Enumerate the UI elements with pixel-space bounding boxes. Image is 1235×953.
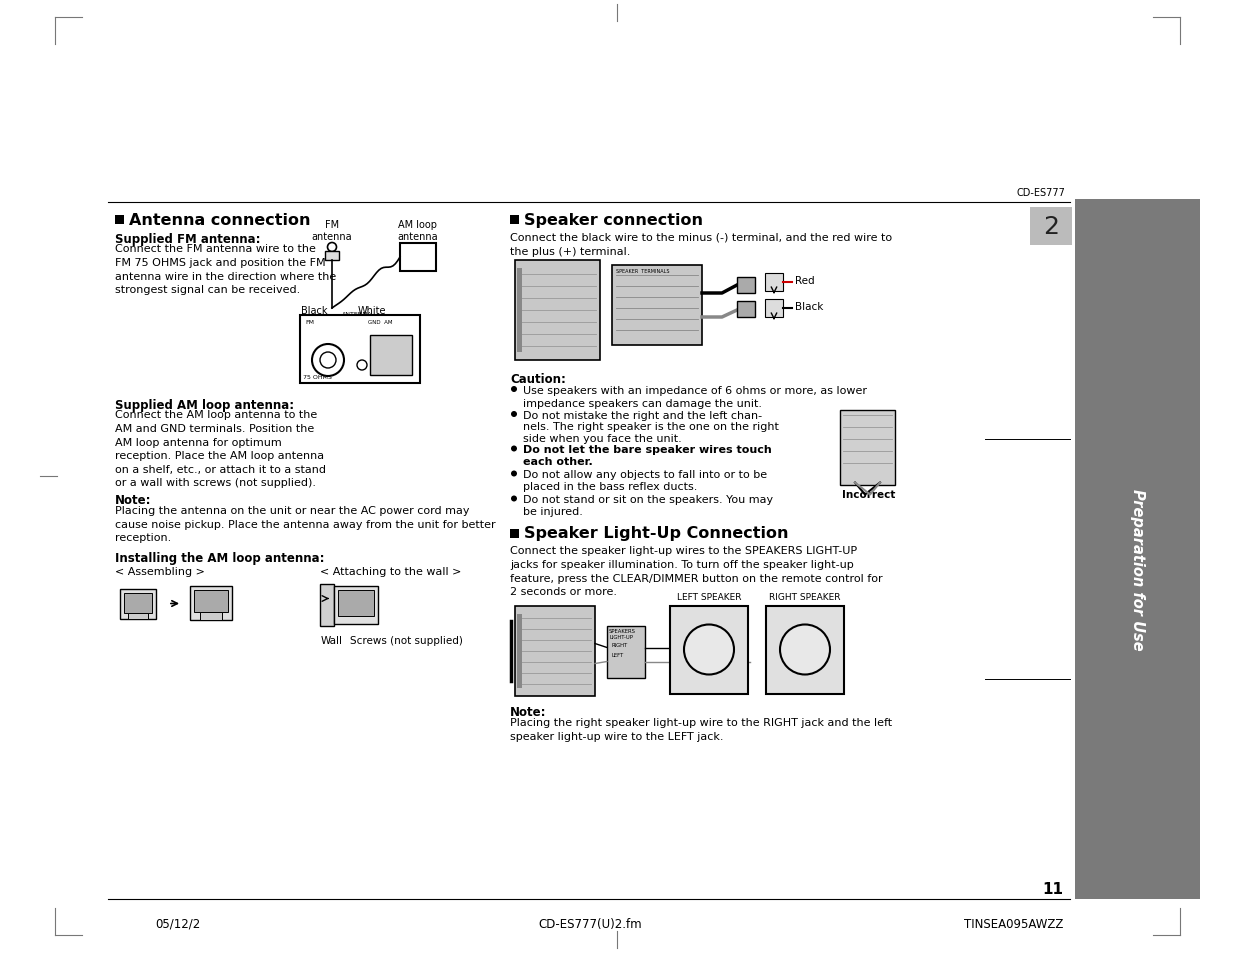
Text: Antenna connection: Antenna connection <box>128 213 310 228</box>
Text: < Attaching to the wall >: < Attaching to the wall > <box>320 567 462 577</box>
Text: Supplied FM antenna:: Supplied FM antenna: <box>115 233 261 246</box>
Text: Preparation for Use: Preparation for Use <box>1130 489 1145 650</box>
Bar <box>764 299 783 317</box>
Text: CD-ES777: CD-ES777 <box>1016 188 1065 198</box>
Bar <box>338 590 374 616</box>
Bar <box>124 593 152 613</box>
Bar <box>517 614 522 688</box>
Bar <box>840 410 895 485</box>
Bar <box>194 590 228 612</box>
Text: TINSEA095AWZZ: TINSEA095AWZZ <box>963 917 1063 930</box>
Text: Placing the right speaker light-up wire to the RIGHT jack and the left
speaker l: Placing the right speaker light-up wire … <box>510 718 892 740</box>
Bar <box>1030 208 1072 246</box>
Circle shape <box>327 243 336 253</box>
Bar <box>766 606 844 694</box>
Text: Do not stand or sit on the speakers. You may: Do not stand or sit on the speakers. You… <box>522 495 773 505</box>
Bar <box>400 244 436 272</box>
Text: Black: Black <box>795 302 824 312</box>
Text: Connect the speaker light-up wires to the SPEAKERS LIGHT-UP
jacks for speaker il: Connect the speaker light-up wires to th… <box>510 546 883 597</box>
Text: CD-ES777(U)2.fm: CD-ES777(U)2.fm <box>538 917 642 930</box>
Text: Speaker connection: Speaker connection <box>524 213 703 228</box>
Text: < Assembling >: < Assembling > <box>115 567 205 577</box>
Circle shape <box>320 353 336 369</box>
Text: LEFT SPEAKER: LEFT SPEAKER <box>677 593 741 602</box>
Text: LEFT: LEFT <box>613 653 624 658</box>
Text: Connect the black wire to the minus (-) terminal, and the red wire to
the plus (: Connect the black wire to the minus (-) … <box>510 233 892 256</box>
Text: Do not allow any objects to fall into or to be: Do not allow any objects to fall into or… <box>522 470 767 480</box>
Bar <box>613 266 701 346</box>
Bar <box>517 269 522 353</box>
Bar <box>737 302 755 317</box>
Bar <box>200 612 222 619</box>
Text: Black: Black <box>301 306 329 315</box>
Text: FM: FM <box>305 319 314 325</box>
Text: Do not let the bare speaker wires touch: Do not let the bare speaker wires touch <box>522 445 772 455</box>
Text: placed in the bass reflex ducts.: placed in the bass reflex ducts. <box>522 481 698 492</box>
Circle shape <box>511 496 517 502</box>
Text: White: White <box>358 306 387 315</box>
Text: ANTENNA: ANTENNA <box>342 312 373 316</box>
Bar <box>764 274 783 292</box>
Circle shape <box>511 387 517 393</box>
Text: Note:: Note: <box>510 706 547 719</box>
Circle shape <box>684 625 734 675</box>
Text: each other.: each other. <box>522 456 593 467</box>
Text: Caution:: Caution: <box>510 373 566 386</box>
Bar <box>510 215 519 225</box>
Text: 05/12/2: 05/12/2 <box>156 917 200 930</box>
Circle shape <box>781 625 830 675</box>
Text: 75 OHMS: 75 OHMS <box>303 375 332 379</box>
Bar <box>128 613 148 618</box>
Text: Connect the AM loop antenna to the
AM and GND terminals. Position the
AM loop an: Connect the AM loop antenna to the AM an… <box>115 410 326 488</box>
Bar <box>320 584 333 626</box>
Text: RIGHT SPEAKER: RIGHT SPEAKER <box>769 593 841 602</box>
Text: FM
antenna: FM antenna <box>311 220 352 242</box>
Text: nels. The right speaker is the one on the right: nels. The right speaker is the one on th… <box>522 422 779 432</box>
Bar <box>115 215 124 225</box>
Text: side when you face the unit.: side when you face the unit. <box>522 434 682 443</box>
Bar <box>325 252 338 261</box>
Bar <box>300 315 420 384</box>
Bar <box>737 277 755 294</box>
Text: be injured.: be injured. <box>522 506 583 517</box>
Bar <box>120 589 156 618</box>
Text: 2: 2 <box>1044 214 1058 239</box>
Text: GND  AM: GND AM <box>368 319 393 325</box>
Bar <box>515 606 595 696</box>
Bar <box>1074 200 1200 899</box>
Text: LIGHT-UP: LIGHT-UP <box>609 635 632 639</box>
Text: Note:: Note: <box>115 494 152 507</box>
Text: Use speakers with an impedance of 6 ohms or more, as lower
impedance speakers ca: Use speakers with an impedance of 6 ohms… <box>522 386 867 409</box>
Circle shape <box>511 471 517 477</box>
Text: Installing the AM loop antenna:: Installing the AM loop antenna: <box>115 552 325 564</box>
Text: Incorrect: Incorrect <box>842 490 895 500</box>
Circle shape <box>357 360 367 371</box>
Text: Red: Red <box>795 275 815 286</box>
Text: Speaker Light-Up Connection: Speaker Light-Up Connection <box>524 526 788 541</box>
Text: RIGHT: RIGHT <box>613 643 629 648</box>
Bar <box>515 261 600 360</box>
Bar <box>190 586 232 619</box>
Text: Do not mistake the right and the left chan-: Do not mistake the right and the left ch… <box>522 411 762 420</box>
Text: Connect the FM antenna wire to the
FM 75 OHMS jack and position the FM
antenna w: Connect the FM antenna wire to the FM 75… <box>115 244 336 295</box>
Text: SPEAKERS: SPEAKERS <box>609 629 636 634</box>
Bar <box>671 606 748 694</box>
Text: Screws (not supplied): Screws (not supplied) <box>350 636 463 646</box>
Bar <box>606 626 645 678</box>
Text: Supplied AM loop antenna:: Supplied AM loop antenna: <box>115 398 294 412</box>
Circle shape <box>511 412 517 417</box>
Text: AM loop
antenna: AM loop antenna <box>398 220 438 242</box>
Text: Wall: Wall <box>321 636 343 646</box>
Bar <box>370 335 412 375</box>
Text: Placing the antenna on the unit or near the AC power cord may
cause noise pickup: Placing the antenna on the unit or near … <box>115 505 495 542</box>
Bar <box>333 586 378 624</box>
Circle shape <box>511 446 517 452</box>
Text: 11: 11 <box>1042 882 1063 896</box>
Bar <box>510 529 519 537</box>
Circle shape <box>312 345 345 376</box>
Text: SPEAKER  TERMINALS: SPEAKER TERMINALS <box>616 269 669 274</box>
